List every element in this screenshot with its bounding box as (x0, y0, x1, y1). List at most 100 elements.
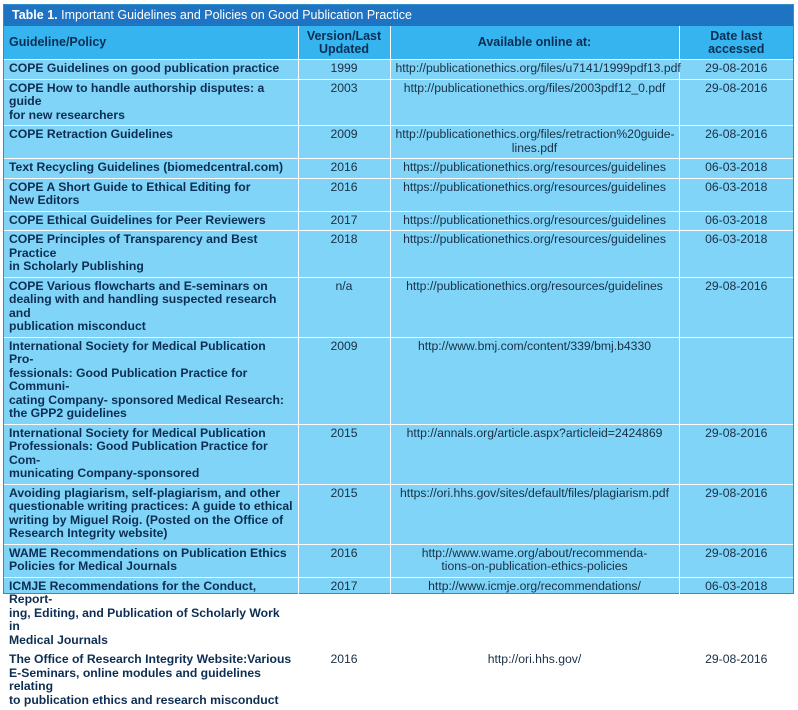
guideline-cell-line: COPE Various flowcharts and E-seminars o… (9, 279, 268, 293)
url-cell-line: http://www.wame.org/about/recommenda- (422, 546, 648, 560)
date-cell: 06-03-2018 (679, 178, 793, 211)
guideline-cell: The Office of Research Integrity Website… (4, 651, 298, 710)
version-cell: 2018 (298, 231, 390, 278)
date-cell (679, 337, 793, 424)
table-body: COPE Guidelines on good publication prac… (4, 60, 793, 710)
url-cell-line: http://ori.hhs.gov/ (488, 652, 582, 666)
url-cell: https://ori.hhs.gov/sites/default/files/… (390, 484, 679, 544)
table-caption-text: Important Guidelines and Policies on Goo… (58, 8, 412, 22)
guideline-cell-line: Research Integrity website) (9, 526, 168, 540)
url-cell: http://www.bmj.com/content/339/bmj.b4330 (390, 337, 679, 424)
table-row: International Society for Medical Public… (4, 337, 793, 424)
url-cell-line: http://www.icmje.org/recommendations/ (428, 579, 641, 593)
date-cell: 06-03-2018 (679, 577, 793, 651)
date-cell: 29-08-2016 (679, 277, 793, 337)
guideline-cell: COPE Retraction Guidelines (4, 126, 298, 159)
guideline-cell: COPE Ethical Guidelines for Peer Reviewe… (4, 211, 298, 231)
guideline-cell-line: COPE Guidelines on good publication prac… (9, 61, 279, 75)
url-cell: http://publicationethics.org/files/u7141… (390, 60, 679, 80)
url-cell: http://www.wame.org/about/recommenda-tio… (390, 544, 679, 577)
version-cell: 2003 (298, 79, 390, 126)
guideline-cell: COPE Principles of Transparency and Best… (4, 231, 298, 278)
guideline-cell: International Society for Medical Public… (4, 337, 298, 424)
version-cell: 2015 (298, 424, 390, 484)
version-cell: 2016 (298, 159, 390, 179)
url-cell: http://publicationethics.org/files/2003p… (390, 79, 679, 126)
date-cell: 29-08-2016 (679, 651, 793, 710)
table-caption-label: Table 1. (12, 8, 58, 22)
guideline-cell-line: ing, Editing, and Publication of Scholar… (9, 606, 280, 634)
version-cell: 2009 (298, 126, 390, 159)
url-cell-line: https://publicationethics.org/resources/… (403, 160, 666, 174)
url-cell-line: tions-on-publication-ethics-policies (441, 559, 627, 573)
url-cell: http://www.icmje.org/recommendations/ (390, 577, 679, 651)
date-cell: 06-03-2018 (679, 159, 793, 179)
guideline-cell-line: COPE A Short Guide to Ethical Editing fo… (9, 180, 251, 194)
guideline-cell-line: COPE Principles of Transparency and Best… (9, 232, 258, 260)
guideline-cell-line: publication misconduct (9, 319, 146, 333)
guideline-cell-line: to publication ethics and research misco… (9, 693, 279, 707)
guideline-cell-line: in Scholarly Publishing (9, 259, 144, 273)
header-date-line2: accessed (708, 42, 764, 56)
date-cell: 06-03-2018 (679, 231, 793, 278)
guideline-cell-line: Professionals: Good Publication Practice… (9, 439, 268, 467)
date-cell: 26-08-2016 (679, 126, 793, 159)
table-row: Avoiding plagiarism, self-plagiarism, an… (4, 484, 793, 544)
guideline-cell-line: Policies for Medical Journals (9, 559, 177, 573)
guideline-cell: Avoiding plagiarism, self-plagiarism, an… (4, 484, 298, 544)
guideline-cell-line: Medical Journals (9, 633, 108, 647)
guideline-cell-line: fessionals: Good Publication Practice fo… (9, 366, 247, 394)
url-cell: http://annals.org/article.aspx?articleid… (390, 424, 679, 484)
url-cell: https://publicationethics.org/resources/… (390, 178, 679, 211)
url-cell-line: https://publicationethics.org/resources/… (403, 180, 666, 194)
guideline-cell-line: questionable writing practices: A guide … (9, 499, 293, 513)
guideline-cell: WAME Recommendations on Publication Ethi… (4, 544, 298, 577)
guideline-cell-line: writing by Miguel Roig. (Posted on the O… (9, 513, 283, 527)
guideline-cell-line: Avoiding plagiarism, self-plagiarism, an… (9, 486, 280, 500)
version-cell: 2015 (298, 484, 390, 544)
url-cell-line: http://www.bmj.com/content/339/bmj.b4330 (418, 339, 651, 353)
guideline-cell: Text Recycling Guidelines (biomedcentral… (4, 159, 298, 179)
version-cell: 2016 (298, 651, 390, 710)
table-row: The Office of Research Integrity Website… (4, 651, 793, 710)
date-cell: 29-08-2016 (679, 484, 793, 544)
version-cell: 2017 (298, 577, 390, 651)
table-row: International Society for Medical Public… (4, 424, 793, 484)
table-row: COPE A Short Guide to Ethical Editing fo… (4, 178, 793, 211)
guideline-cell-line: WAME Recommendations on Publication Ethi… (9, 546, 287, 560)
date-cell: 29-08-2016 (679, 424, 793, 484)
guideline-cell-line: for new researchers (9, 108, 125, 122)
table-row: COPE Principles of Transparency and Best… (4, 231, 793, 278)
guideline-cell-line: ICMJE Recommendations for the Conduct, R… (9, 579, 256, 607)
url-cell-line: http://publicationethics.org/files/2003p… (404, 81, 666, 95)
guideline-cell-line: Text Recycling Guidelines (biomedcentral… (9, 160, 283, 174)
url-cell-line: https://publicationethics.org/resources/… (403, 213, 666, 227)
url-cell-line: http://publicationethics.org/files/u7141… (396, 61, 681, 75)
guideline-cell-line: the GPP2 guidelines (9, 406, 127, 420)
url-cell-line: lines.pdf (512, 141, 557, 155)
guideline-cell: COPE Guidelines on good publication prac… (4, 60, 298, 80)
table-row: WAME Recommendations on Publication Ethi… (4, 544, 793, 577)
guideline-cell-line: COPE Retraction Guidelines (9, 127, 173, 141)
date-cell: 06-03-2018 (679, 211, 793, 231)
guideline-cell-line: dealing with and handling suspected rese… (9, 292, 277, 320)
table-row: Text Recycling Guidelines (biomedcentral… (4, 159, 793, 179)
guideline-cell-line: COPE Ethical Guidelines for Peer Reviewe… (9, 213, 266, 227)
header-version-line1: Version/Last (307, 29, 381, 43)
version-cell: 2017 (298, 211, 390, 231)
table-row: ICMJE Recommendations for the Conduct, R… (4, 577, 793, 651)
guideline-cell-line: cating Company- sponsored Medical Resear… (9, 393, 284, 407)
header-date-line1: Date last (710, 29, 762, 43)
date-cell: 29-08-2016 (679, 544, 793, 577)
url-cell-line: https://publicationethics.org/resources/… (403, 232, 666, 246)
guideline-cell-line: International Society for Medical Public… (9, 339, 266, 367)
guideline-cell: ICMJE Recommendations for the Conduct, R… (4, 577, 298, 651)
table-row: COPE Guidelines on good publication prac… (4, 60, 793, 80)
guideline-cell-line: COPE How to handle authorship disputes: … (9, 81, 264, 109)
guideline-cell: COPE Various flowcharts and E-seminars o… (4, 277, 298, 337)
